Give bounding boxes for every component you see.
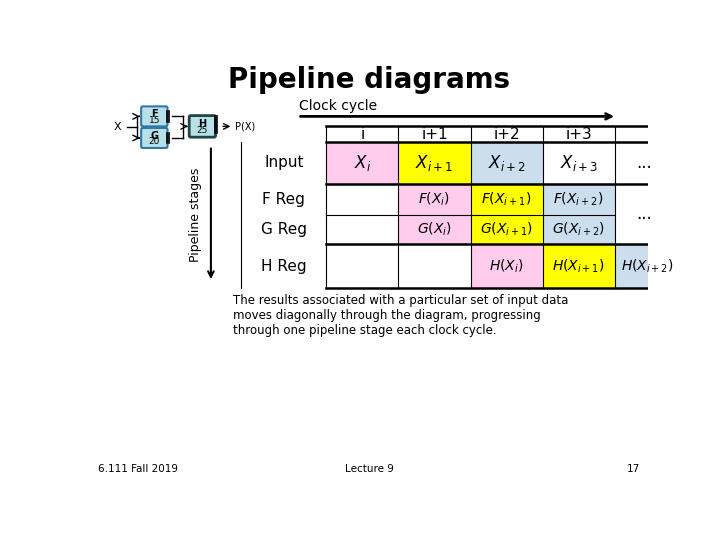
Text: F Reg: F Reg: [262, 192, 305, 207]
FancyBboxPatch shape: [141, 106, 168, 126]
Text: G: G: [150, 131, 158, 141]
Bar: [543, 215, 615, 244]
Bar: [398, 215, 471, 244]
Bar: [543, 142, 615, 184]
Text: X: X: [113, 122, 121, 132]
Text: $X_{i+2}$: $X_{i+2}$: [487, 153, 526, 173]
Text: 25: 25: [197, 126, 208, 135]
Text: G Reg: G Reg: [261, 222, 307, 237]
Text: $F(X_i)$: $F(X_i)$: [418, 191, 451, 208]
Text: $X_{i+1}$: $X_{i+1}$: [415, 153, 454, 173]
Text: $G(X_i)$: $G(X_i)$: [417, 221, 452, 238]
Bar: [471, 184, 543, 215]
Text: Pipeline stages: Pipeline stages: [189, 168, 202, 262]
Text: 17: 17: [627, 464, 640, 475]
Text: F: F: [151, 110, 158, 119]
Bar: [326, 184, 398, 215]
FancyBboxPatch shape: [141, 128, 168, 148]
Text: 6.111 Fall 2019: 6.111 Fall 2019: [98, 464, 178, 475]
Text: The results associated with a particular set of input data
moves diagonally thro: The results associated with a particular…: [233, 294, 569, 338]
Text: $G(X_{i+1})$: $G(X_{i+1})$: [480, 221, 533, 238]
Bar: [398, 142, 471, 184]
Text: Lecture 9: Lecture 9: [345, 464, 393, 475]
Text: ...: ...: [636, 154, 652, 172]
Text: $X_{i+3}$: $X_{i+3}$: [559, 153, 598, 173]
Text: 20: 20: [148, 137, 160, 146]
Text: 15: 15: [148, 116, 160, 125]
Bar: [471, 215, 543, 244]
Bar: [543, 184, 615, 215]
Text: Input: Input: [264, 156, 304, 171]
FancyBboxPatch shape: [189, 116, 215, 137]
Bar: [543, 244, 615, 288]
Text: $G(X_{i+2})$: $G(X_{i+2})$: [552, 221, 606, 238]
Text: i+3: i+3: [565, 126, 592, 141]
Bar: [471, 142, 543, 184]
Text: Clock cycle: Clock cycle: [300, 98, 377, 112]
Text: P(X): P(X): [235, 122, 255, 131]
Bar: [326, 142, 398, 184]
Bar: [326, 244, 398, 288]
Bar: [398, 184, 471, 215]
Text: H Reg: H Reg: [261, 259, 307, 274]
Text: H: H: [198, 119, 207, 129]
Text: i+2: i+2: [493, 126, 520, 141]
Text: $F(X_{i+2})$: $F(X_{i+2})$: [554, 191, 604, 208]
Bar: [615, 244, 680, 288]
Bar: [471, 244, 543, 288]
Text: ...: ...: [636, 205, 652, 223]
Text: $X_i$: $X_i$: [354, 153, 371, 173]
Text: $H(X_{i+2})$: $H(X_{i+2})$: [621, 258, 674, 275]
Bar: [326, 215, 398, 244]
Text: i+1: i+1: [421, 126, 448, 141]
Text: $H(X_i)$: $H(X_i)$: [490, 258, 524, 275]
Text: $F(X_{i+1})$: $F(X_{i+1})$: [482, 191, 531, 208]
Text: i: i: [360, 126, 364, 141]
Text: $H(X_{i+1})$: $H(X_{i+1})$: [552, 258, 605, 275]
Text: Pipeline diagrams: Pipeline diagrams: [228, 66, 510, 94]
Bar: [398, 244, 471, 288]
